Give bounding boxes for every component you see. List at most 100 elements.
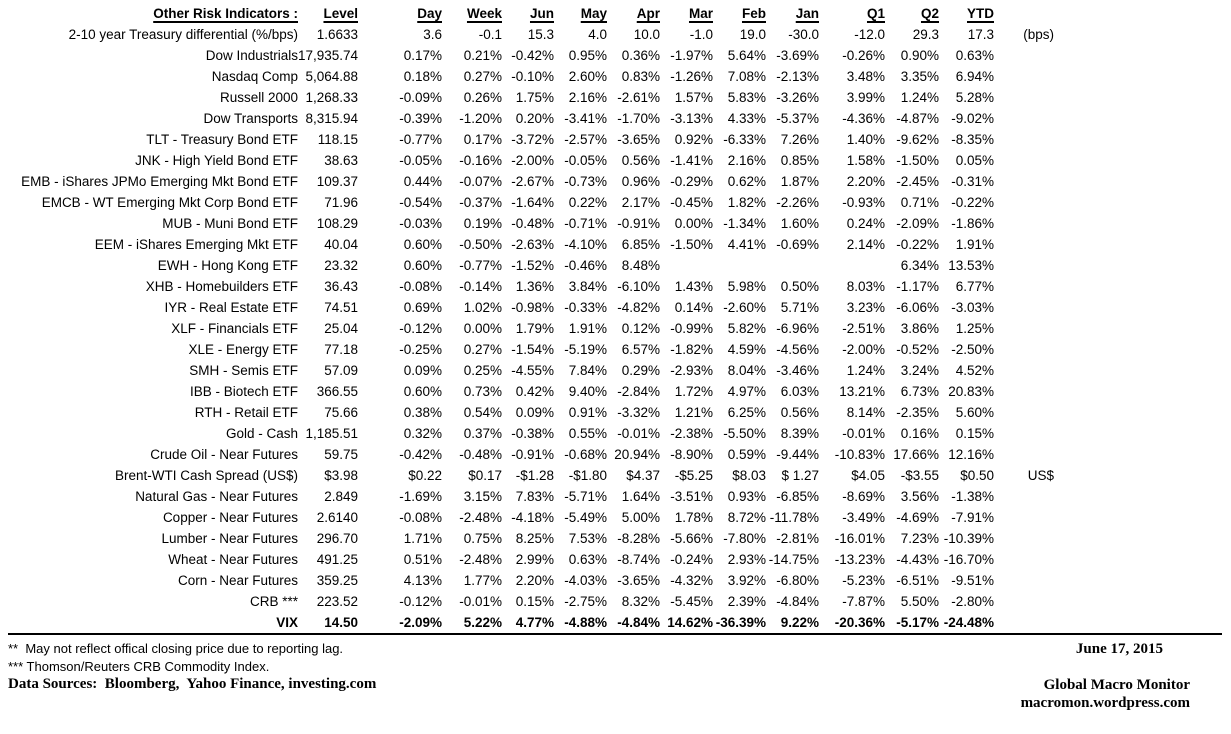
- value-cell: -0.26%: [842, 48, 885, 63]
- value-cell: -4.18%: [511, 510, 554, 525]
- value-cell: -2.38%: [670, 426, 713, 441]
- table-row: IBB - Biotech ETF 366.55 0.60% 0.73% 0.42% 9.…: [8, 381, 1054, 402]
- value-cell: -2.75%: [564, 594, 607, 609]
- value-cell: 1.21%: [674, 405, 713, 420]
- row-label-cell: Lumber - Near Futures: [161, 531, 298, 546]
- note-cell: (bps): [1023, 27, 1054, 42]
- table-row: Crude Oil - Near Futures 59.75 -0.42% -0.48…: [8, 444, 1054, 465]
- value-cell: -10.39%: [943, 531, 994, 546]
- value-cell: 0.92%: [674, 132, 713, 147]
- value-cell: -13.23%: [834, 552, 885, 567]
- column-header-apr: Apr: [636, 6, 660, 21]
- value-cell: -10.83%: [834, 447, 885, 462]
- value-cell: 3.48%: [846, 69, 885, 84]
- value-cell: 0.36%: [621, 48, 660, 63]
- data-sources-line: Data Sources: Bloomberg, Yahoo Finance, …: [8, 676, 377, 692]
- value-cell: 5.82%: [727, 321, 766, 336]
- row-label-cell: JNK - High Yield Bond ETF: [135, 153, 298, 168]
- value-cell: -1.54%: [511, 342, 554, 357]
- value-cell: 7.08%: [727, 69, 766, 84]
- value-cell: 0.63%: [955, 48, 994, 63]
- note-cell: [994, 549, 1054, 570]
- value-cell: 0.54%: [463, 405, 502, 420]
- value-cell: -2.51%: [842, 321, 885, 336]
- value-cell: $0.22: [408, 468, 442, 483]
- value-cell: 1.82%: [727, 195, 766, 210]
- value-cell: 0.71%: [900, 195, 939, 210]
- note-cell: [994, 570, 1054, 591]
- note-cell: [994, 402, 1054, 423]
- row-label-cell: Nasdaq Comp: [211, 69, 298, 84]
- table-row: CRB *** 223.52 -0.12% -0.01% 0.15% -2.75% 8.32…: [8, 591, 1054, 612]
- value-cell: -4.03%: [564, 573, 607, 588]
- report-date: June 17, 2015: [1075, 641, 1163, 657]
- table-row: MUB - Muni Bond ETF 108.29 -0.03% 0.19% -0.4…: [8, 213, 1054, 234]
- value-cell: -8.74%: [617, 552, 660, 567]
- value-cell: -5.50%: [723, 426, 766, 441]
- note-cell: [994, 87, 1054, 108]
- value-cell: -4.32%: [670, 573, 713, 588]
- row-label-cell: EMCB - WT Emerging Mkt Corp Bond ETF: [41, 195, 298, 210]
- value-cell: -6.51%: [896, 573, 939, 588]
- value-cell: -16.01%: [834, 531, 885, 546]
- value-cell: 3.6: [423, 27, 442, 42]
- value-cell: 6.34%: [900, 258, 939, 273]
- value-cell: 0.29%: [621, 363, 660, 378]
- value-cell: 4.77%: [515, 615, 554, 630]
- note-cell: [994, 297, 1054, 318]
- value-cell: 0.38%: [403, 405, 442, 420]
- value-cell: -0.91%: [511, 447, 554, 462]
- value-cell: -0.77%: [399, 132, 442, 147]
- column-header-feb: Feb: [741, 6, 766, 21]
- value-cell: -0.08%: [399, 510, 442, 525]
- value-cell: -0.01%: [842, 426, 885, 441]
- value-cell: 3.24%: [900, 363, 939, 378]
- value-cell: -0.54%: [399, 195, 442, 210]
- value-cell: 0.09%: [403, 363, 442, 378]
- value-cell: 5.98%: [727, 279, 766, 294]
- value-cell: -0.07%: [459, 174, 502, 189]
- footnote-crb-index: *** Thomson/Reuters CRB Commodity Index.: [8, 659, 270, 674]
- value-cell: -5.23%: [842, 573, 885, 588]
- value-cell: 0.60%: [403, 384, 442, 399]
- value-cell: -$1.80: [568, 468, 607, 483]
- value-cell: $8.03: [732, 468, 766, 483]
- value-cell: -5.17%: [896, 615, 939, 630]
- value-cell: -0.01%: [459, 594, 502, 609]
- value-cell: -2.00%: [842, 342, 885, 357]
- column-header-week: Week: [466, 6, 502, 21]
- value-cell: -0.1: [478, 27, 502, 42]
- note-cell: [994, 213, 1054, 234]
- value-cell: -0.37%: [459, 195, 502, 210]
- value-cell: 29.3: [912, 27, 939, 42]
- value-cell: -30.0: [788, 27, 819, 42]
- level-cell: 71.96: [324, 195, 358, 210]
- value-cell: 0.17%: [403, 48, 442, 63]
- value-cell: -9.62%: [896, 132, 939, 147]
- value-cell: 0.51%: [403, 552, 442, 567]
- value-cell: 0.26%: [463, 90, 502, 105]
- value-cell: 1.60%: [780, 216, 819, 231]
- value-cell: 9.40%: [568, 384, 607, 399]
- level-cell: 14.50: [324, 615, 358, 630]
- value-cell: 2.99%: [515, 552, 554, 567]
- risk-indicators-table: Other Risk Indicators : Level Day Week J…: [8, 3, 1054, 633]
- value-cell: -0.39%: [399, 111, 442, 126]
- value-cell: 6.03%: [780, 384, 819, 399]
- note-cell: [994, 276, 1054, 297]
- note-cell: [994, 507, 1054, 528]
- note-cell: [994, 192, 1054, 213]
- level-cell: 8,315.94: [305, 111, 358, 126]
- value-cell: -$5.25: [674, 468, 713, 483]
- table-row: TLT - Treasury Bond ETF 118.15 -0.77% 0.17%…: [8, 129, 1054, 150]
- level-cell: 1.6633: [316, 27, 358, 42]
- value-cell: 6.85%: [621, 237, 660, 252]
- value-cell: -5.37%: [776, 111, 819, 126]
- table-row: VIX 14.50 -2.09% 5.22% 4.77% -4.88% -4.84% 14.6…: [8, 612, 1054, 633]
- level-cell: 75.66: [324, 405, 358, 420]
- note-cell: [994, 381, 1054, 402]
- value-cell: 0.73%: [463, 384, 502, 399]
- value-cell: -2.60%: [723, 300, 766, 315]
- row-label-cell: Crude Oil - Near Futures: [150, 447, 298, 462]
- value-cell: 1.72%: [674, 384, 713, 399]
